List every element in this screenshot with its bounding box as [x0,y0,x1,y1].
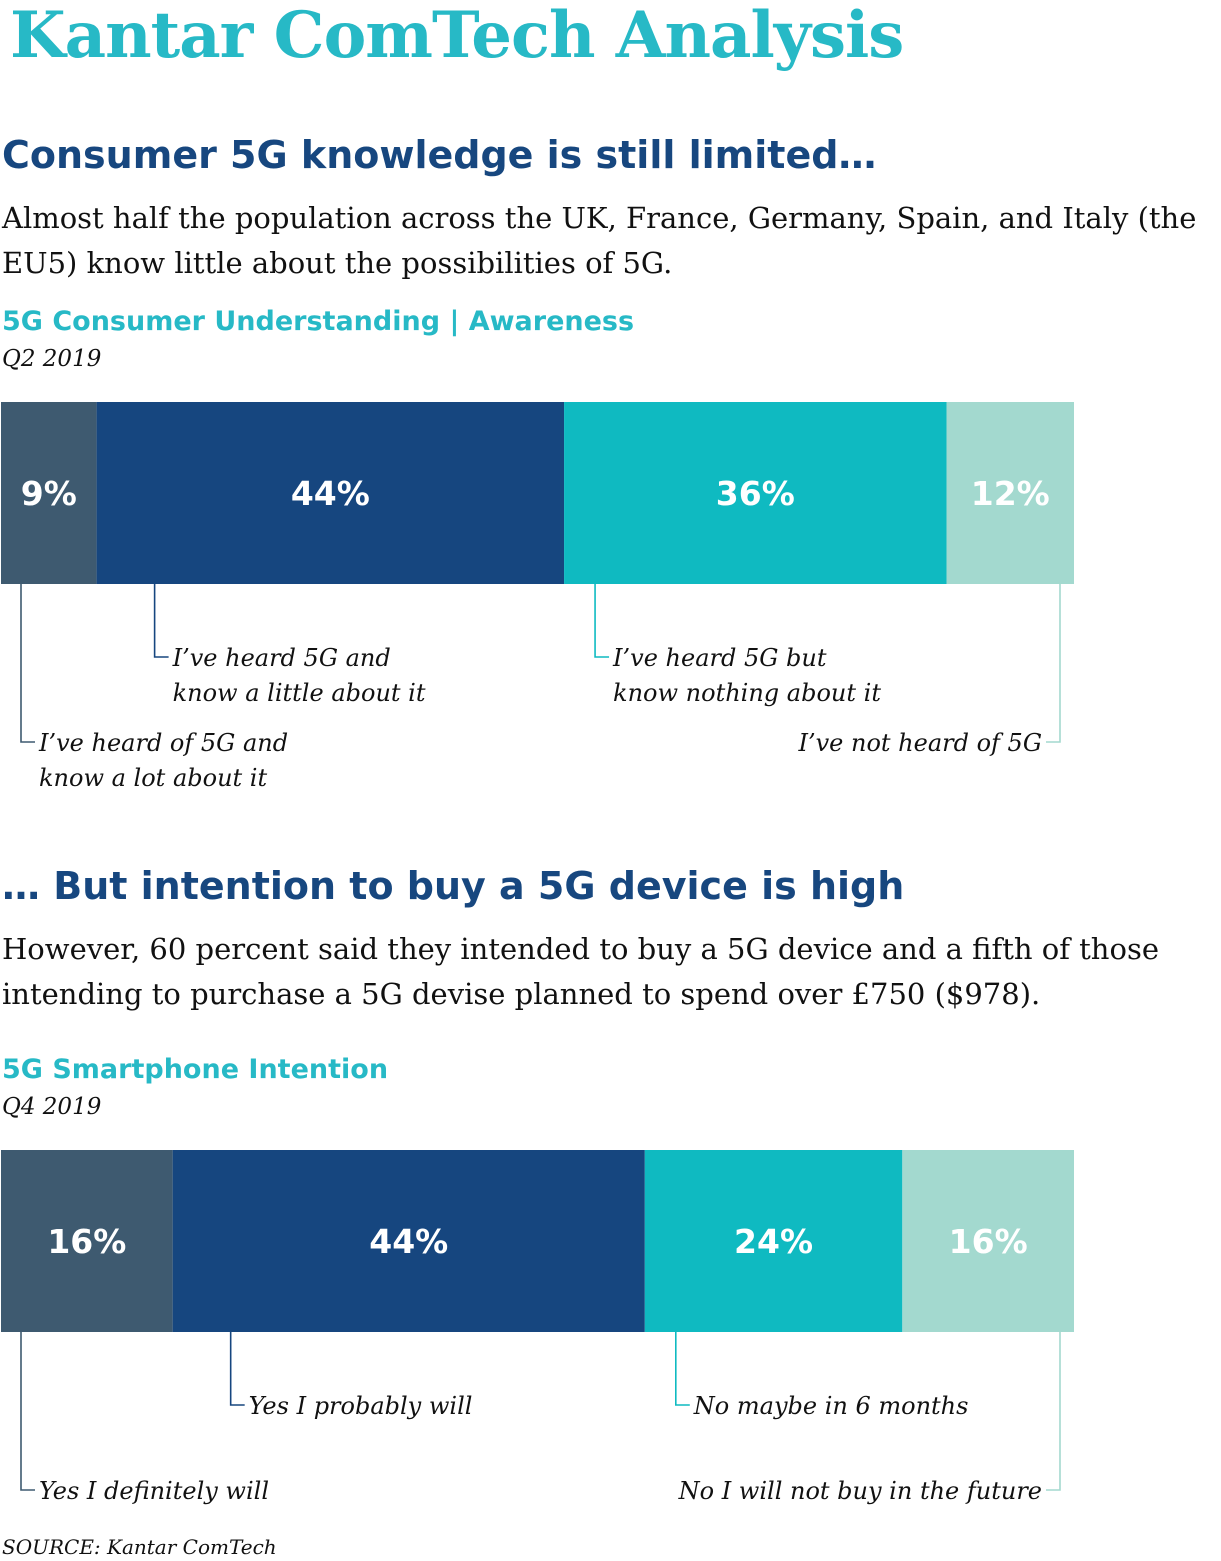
bar-segment-1-1 [172,1150,645,1332]
bar-segment-0-1 [96,402,565,584]
legend-label-0-1-1: know a little about it [173,679,426,707]
intention-stacked-bar-chart: 16% Yes I definitely will 44% Yes I probabl… [1,1150,1074,1505]
legend-label-0-1-0: I’ve heard 5G and [172,644,391,672]
legend-leader-line-1-0 [20,1332,35,1491]
legend-leader-line-0-3 [1046,584,1061,743]
bar-segment-0-0 [1,402,97,584]
bar-value-label-1-2: 24% [734,1222,813,1261]
bar-value-label-0-2: 36% [716,474,795,513]
bar-value-label-0-1: 44% [291,474,370,513]
bar-value-label-1-1: 44% [369,1222,448,1261]
bar-value-label-1-3: 16% [949,1222,1028,1261]
legend-label-1-1-0: Yes I probably will [249,1392,473,1420]
bar-value-label-1-0: 16% [47,1222,126,1261]
source-note: SOURCE: Kantar ComTech [2,1535,277,1559]
section-heading-knowledge: Consumer 5G knowledge is still limited… [2,133,877,177]
legend-label-1-3-0: No I will not buy in the future [678,1477,1042,1505]
legend-label-0-3-0: I’ve not heard of 5G [797,729,1042,757]
chart-title-awareness: 5G Consumer Understanding | Awareness [2,306,635,337]
bar-value-label-0-3: 12% [971,474,1050,513]
legend-leader-line-1-2 [675,1332,690,1406]
bar-segment-0-3 [946,402,1074,584]
bar-segment-1-2 [644,1150,903,1332]
section-heading-intention: … But intention to buy a 5G device is hi… [2,864,905,908]
legend-label-0-0-0: I’ve heard of 5G and [38,729,288,757]
legend-label-0-2-1: know nothing about it [613,679,881,707]
bar-segment-1-0 [1,1150,173,1332]
legend-leader-line-1-1 [229,1332,245,1406]
legend-leader-line-0-0 [20,584,35,743]
legend-label-1-0-0: Yes I definitely will [39,1477,269,1505]
chart-period-intention: Q4 2019 [2,1094,102,1120]
chart-title-intention: 5G Smartphone Intention [2,1054,389,1085]
legend-label-0-0-1: know a lot about it [39,764,267,792]
chart-period-awareness: Q2 2019 [2,346,102,372]
page-title: Kantar ComTech Analysis [10,0,904,73]
legend-label-0-2-0: I’ve heard 5G but [612,644,827,672]
bar-value-label-0-0: 9% [21,474,77,513]
section-body-intention: However, 60 percent said they intended t… [2,932,1159,1011]
awareness-stacked-bar-chart: 9% I’ve heard of 5G and know a lot about i… [1,402,1074,792]
legend-leader-line-0-1 [153,584,169,658]
section-body-knowledge: Almost half the population across the UK… [2,201,1197,280]
legend-leader-line-0-2 [594,584,610,658]
legend-leader-line-1-3 [1046,1332,1061,1491]
legend-label-1-2-0: No maybe in 6 months [693,1392,969,1420]
bar-segment-1-3 [902,1150,1074,1332]
bar-segment-0-2 [564,402,947,584]
